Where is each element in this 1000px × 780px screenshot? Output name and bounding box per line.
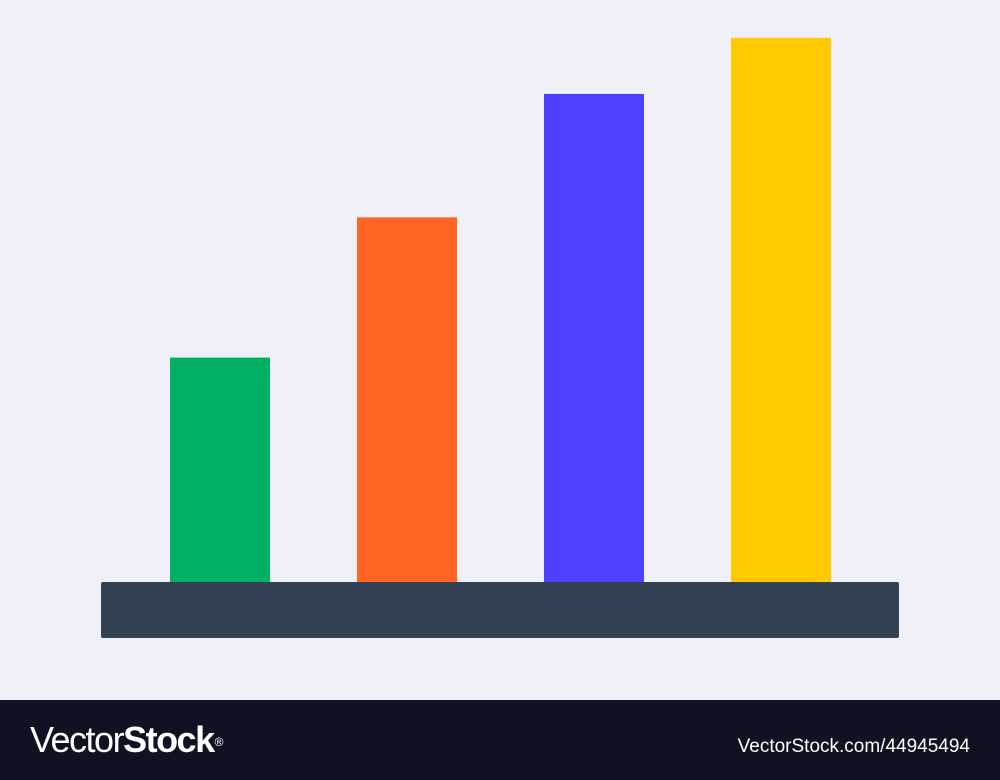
bar-1 [170,357,270,582]
watermark-footer: VectorStock® VectorStock.com/44945494 [0,700,1000,780]
image-id-label: VectorStock.com/44945494 [737,736,970,757]
brand-logo-part1: Vector [30,719,125,760]
brand-logo-part2: Stock [123,719,215,760]
bar-chart [101,37,899,638]
brand-logo: VectorStock® [30,720,223,760]
bar-2 [357,217,457,582]
bar-4 [731,37,831,582]
baseline-platform [101,582,899,638]
registered-mark: ® [214,735,224,749]
chart-area [101,37,899,638]
bar-3 [544,93,644,583]
